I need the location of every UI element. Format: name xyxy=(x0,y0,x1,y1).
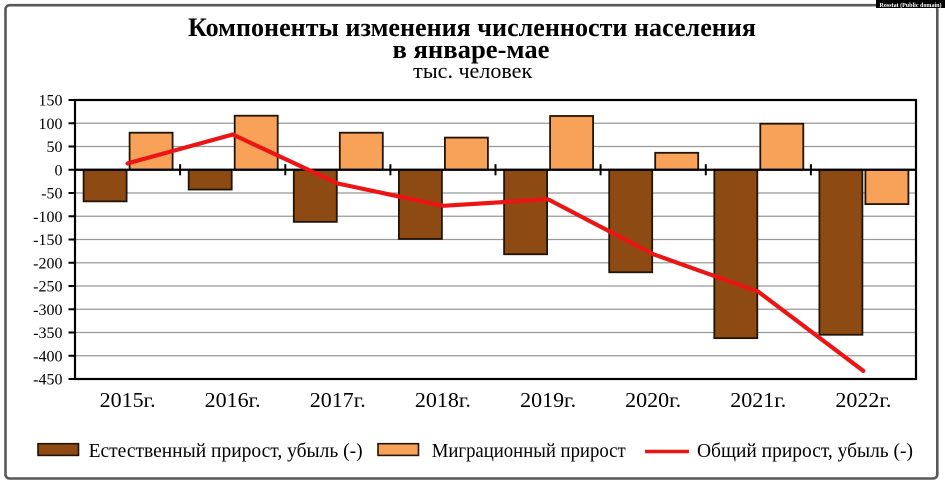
svg-text:Естественный прирост, убыль (-: Естественный прирост, убыль (-) xyxy=(89,441,363,462)
svg-text:-450: -450 xyxy=(33,372,62,389)
svg-text:-150: -150 xyxy=(33,232,62,249)
svg-text:2021г.: 2021г. xyxy=(730,388,786,412)
svg-text:2015г.: 2015г. xyxy=(100,388,156,412)
svg-text:в январе-мае: в январе-мае xyxy=(393,34,550,64)
svg-text:2017г.: 2017г. xyxy=(310,388,366,412)
svg-text:-350: -350 xyxy=(33,325,62,342)
svg-text:2020г.: 2020г. xyxy=(625,388,681,412)
svg-text:Миграционный прирост: Миграционный прирост xyxy=(432,441,626,462)
svg-text:-250: -250 xyxy=(33,279,62,296)
svg-text:Компоненты изменения численнос: Компоненты изменения численности населен… xyxy=(188,12,756,42)
svg-text:Общий прирост, убыль (-): Общий прирост, убыль (-) xyxy=(697,441,913,462)
svg-text:100: 100 xyxy=(39,116,63,133)
svg-text:2016г.: 2016г. xyxy=(205,388,261,412)
svg-text:2018г.: 2018г. xyxy=(415,388,471,412)
svg-text:-200: -200 xyxy=(33,255,62,272)
svg-text:-400: -400 xyxy=(33,348,62,365)
svg-text:Rosstat (Public domain): Rosstat (Public domain) xyxy=(880,2,942,9)
svg-text:150: 150 xyxy=(39,93,63,110)
svg-text:2019г.: 2019г. xyxy=(520,388,576,412)
svg-text:-100: -100 xyxy=(33,209,62,226)
svg-text:2022г.: 2022г. xyxy=(835,388,891,412)
svg-text:50: 50 xyxy=(47,139,63,156)
svg-text:-300: -300 xyxy=(33,302,62,319)
svg-text:0: 0 xyxy=(55,162,63,179)
svg-text:-50: -50 xyxy=(41,186,62,203)
svg-text:тыс. человек: тыс. человек xyxy=(413,58,532,83)
